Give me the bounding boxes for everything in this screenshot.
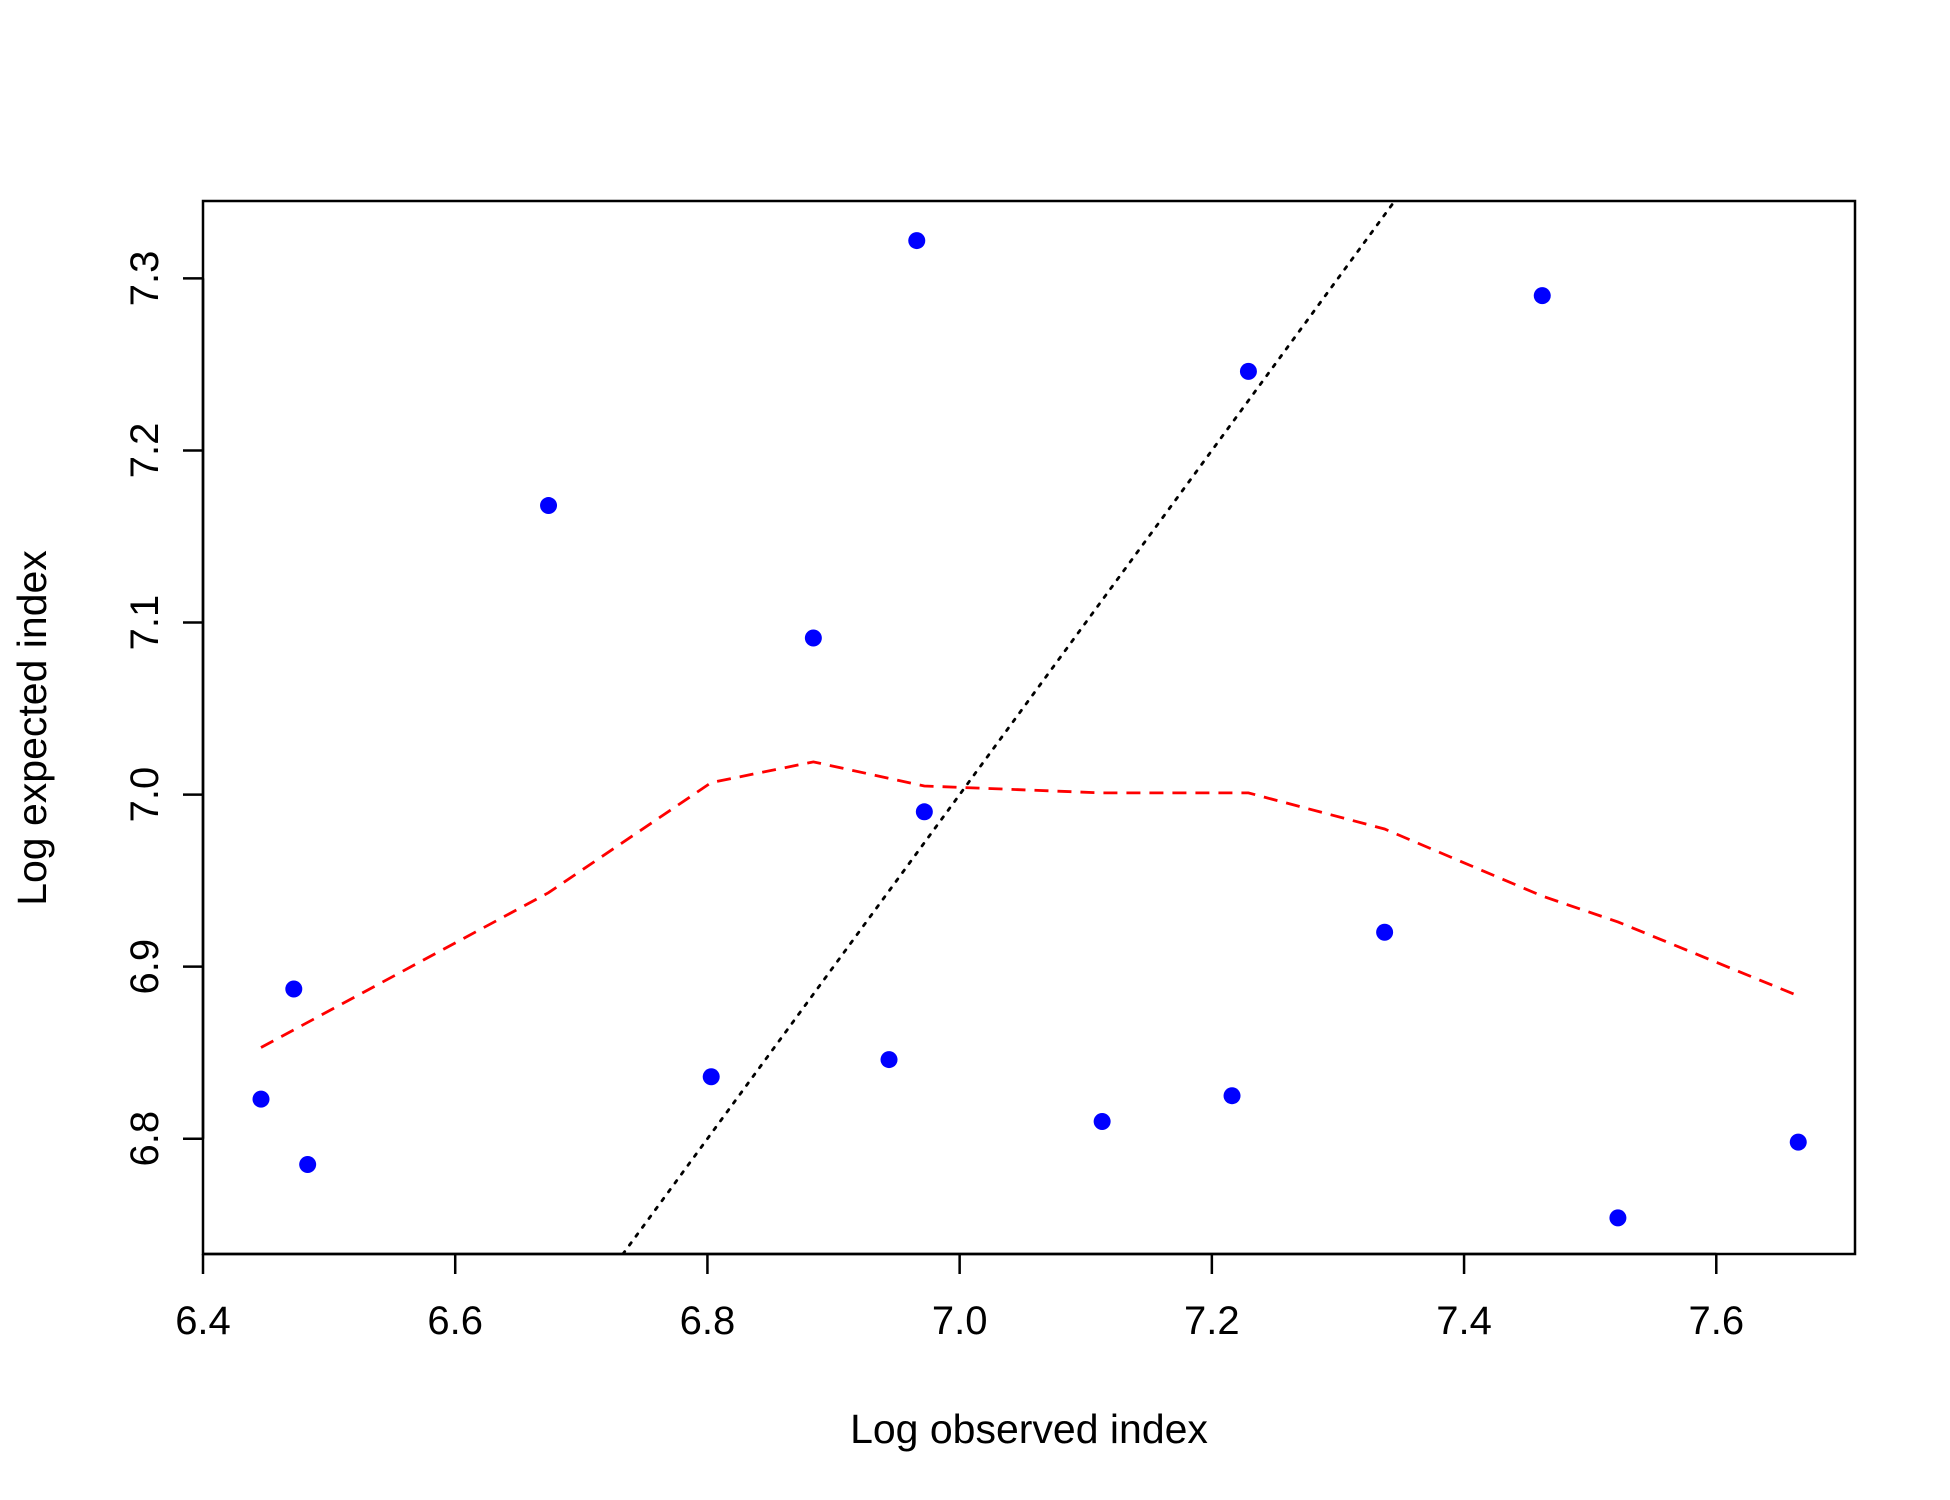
x-axis-title: Log observed index bbox=[850, 1406, 1208, 1452]
data-point bbox=[804, 629, 822, 647]
data-point bbox=[1223, 1087, 1241, 1105]
y-axis-title: Log expected index bbox=[9, 550, 55, 906]
plot-frame bbox=[201, 199, 1857, 1256]
data-point bbox=[908, 232, 926, 250]
x-tick-label: 6.6 bbox=[427, 1299, 483, 1343]
y-tick-label: 7.0 bbox=[123, 767, 167, 823]
data-point bbox=[880, 1051, 898, 1069]
y-tick-label: 7.1 bbox=[123, 595, 167, 651]
y-tick-label: 7.2 bbox=[123, 423, 167, 479]
y-axis: 6.8 6.9 7.0 7.1 7.2 7.3 bbox=[123, 251, 205, 1167]
x-tick-label: 7.6 bbox=[1688, 1299, 1744, 1343]
data-point bbox=[1533, 287, 1551, 305]
data-point bbox=[702, 1068, 720, 1086]
x-tick-label: 7.2 bbox=[1184, 1299, 1240, 1343]
y-tick-label: 7.3 bbox=[123, 251, 167, 307]
data-point bbox=[540, 497, 558, 515]
data-point bbox=[1376, 923, 1394, 941]
x-tick-label: 6.4 bbox=[175, 1299, 231, 1343]
x-tick-label: 6.8 bbox=[680, 1299, 736, 1343]
data-point bbox=[285, 980, 303, 998]
data-point bbox=[1789, 1133, 1807, 1151]
data-point bbox=[1239, 362, 1257, 380]
data-point bbox=[1093, 1113, 1111, 1131]
x-tick-label: 7.4 bbox=[1436, 1299, 1492, 1343]
data-point bbox=[252, 1090, 270, 1108]
data-points bbox=[252, 232, 1807, 1227]
data-point bbox=[1609, 1209, 1627, 1227]
data-point bbox=[915, 803, 933, 821]
x-tick-label: 7.0 bbox=[932, 1299, 988, 1343]
smooth-line bbox=[260, 760, 1799, 1049]
x-axis: 6.4 6.6 6.8 7.0 7.2 7.4 7.6 bbox=[175, 1252, 1744, 1343]
y-tick-label: 6.8 bbox=[123, 1111, 167, 1167]
plot-lines bbox=[260, 201, 1799, 1254]
data-point bbox=[299, 1156, 317, 1174]
identity-line bbox=[621, 201, 1397, 1254]
y-tick-label: 6.9 bbox=[123, 939, 167, 995]
